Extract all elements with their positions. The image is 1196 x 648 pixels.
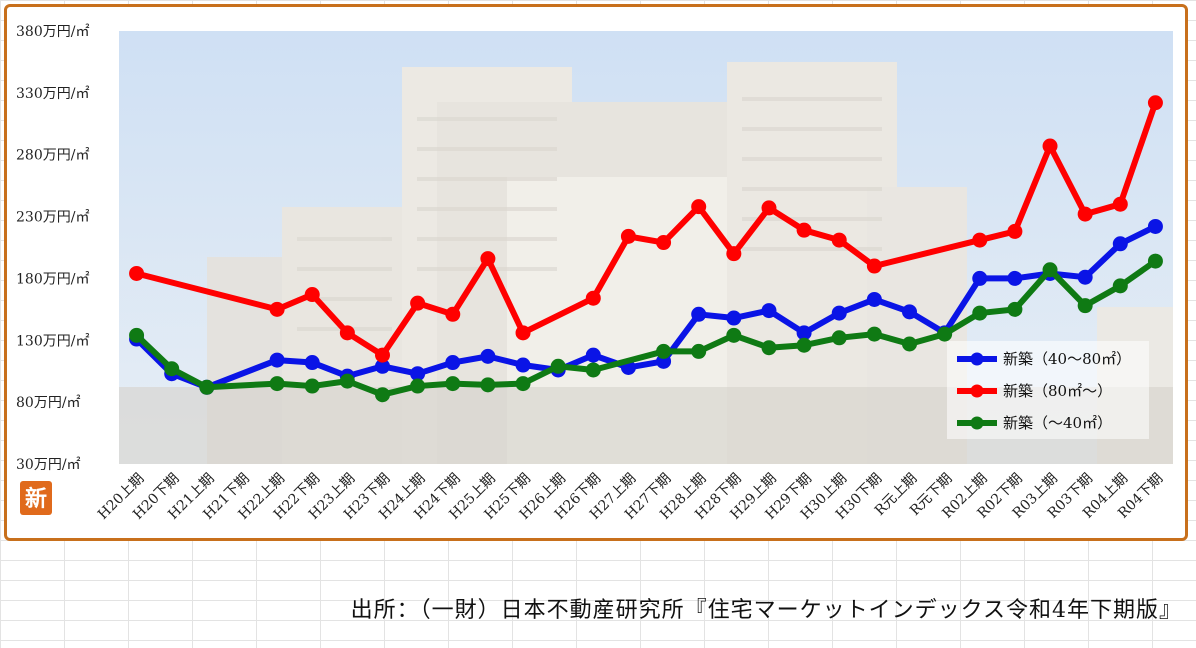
y-tick-label: 180万円/㎡	[16, 271, 89, 287]
y-tick-label: 280万円/㎡	[16, 148, 89, 164]
legend-label: 新築（40～80㎡）	[1003, 350, 1131, 368]
data-point	[1147, 253, 1163, 269]
data-point	[937, 326, 953, 342]
legend-label: 新築（～40㎡）	[1003, 414, 1112, 432]
data-point	[1112, 196, 1128, 212]
data-point	[972, 270, 988, 286]
data-point	[304, 378, 320, 394]
series-2	[129, 95, 1163, 363]
data-point	[761, 340, 777, 356]
data-point	[515, 325, 531, 341]
line-chart: 30万円/㎡ 80万円/㎡ 130万円/㎡ 180万円/㎡ 230万円/㎡ 280万円/㎡…	[16, 24, 1173, 523]
new-badge: 新	[20, 481, 52, 515]
data-point	[691, 199, 707, 215]
data-point	[866, 291, 882, 307]
data-point	[515, 357, 531, 373]
legend-swatch-marker	[970, 352, 984, 366]
data-point	[585, 362, 601, 378]
data-point	[831, 232, 847, 248]
data-point	[269, 376, 285, 392]
data-point	[656, 343, 672, 359]
data-point	[1007, 301, 1023, 317]
data-point	[1112, 236, 1128, 252]
data-point	[129, 265, 145, 281]
data-point	[375, 387, 390, 403]
data-point	[691, 343, 707, 359]
data-point	[1147, 95, 1163, 111]
data-point	[199, 379, 215, 395]
data-point	[691, 306, 707, 322]
data-point	[164, 361, 180, 377]
data-point	[831, 305, 847, 321]
data-point	[304, 355, 320, 371]
data-point	[550, 358, 566, 374]
data-point	[726, 246, 742, 262]
data-point	[480, 251, 496, 267]
data-point	[1007, 223, 1023, 239]
data-point	[620, 228, 636, 244]
data-point	[585, 347, 601, 363]
data-point	[1147, 218, 1163, 234]
y-axis: 30万円/㎡ 80万円/㎡ 130万円/㎡ 180万円/㎡ 230万円/㎡ 280万円/㎡…	[16, 24, 89, 473]
series-line	[133, 258, 1159, 398]
data-point	[410, 366, 426, 382]
data-point	[796, 325, 812, 341]
data-point	[410, 295, 426, 311]
data-point	[445, 355, 461, 371]
data-point	[269, 352, 285, 368]
data-point	[796, 222, 812, 238]
data-point	[375, 347, 390, 363]
data-point	[1112, 278, 1128, 294]
y-tick-label: 130万円/㎡	[16, 333, 89, 349]
data-point	[304, 287, 320, 303]
data-point	[972, 305, 988, 321]
data-point	[866, 258, 882, 274]
data-point	[866, 326, 882, 342]
data-point	[1077, 269, 1093, 285]
data-point	[480, 348, 496, 364]
chart-frame: 30万円/㎡ 80万円/㎡ 130万円/㎡ 180万円/㎡ 230万円/㎡ 280万円/㎡…	[4, 4, 1188, 541]
y-tick-label: 30万円/㎡	[16, 457, 81, 473]
data-point	[831, 330, 847, 346]
y-tick-label: 380万円/㎡	[16, 24, 89, 40]
data-point	[902, 336, 917, 352]
data-point	[1042, 138, 1058, 154]
legend-label: 新築（80㎡～）	[1003, 382, 1112, 400]
data-point	[445, 376, 461, 392]
data-point	[1077, 206, 1093, 222]
data-point	[480, 377, 496, 393]
data-point	[129, 327, 145, 343]
data-point	[796, 337, 812, 353]
series-3	[129, 253, 1163, 403]
data-point	[761, 200, 777, 216]
data-point	[656, 235, 672, 251]
data-point	[1077, 298, 1093, 314]
data-point	[375, 358, 390, 374]
legend-swatch-marker	[970, 416, 984, 430]
data-point	[726, 310, 742, 326]
source-citation: 出所：（一財）日本不動産研究所『住宅マーケットインデックス令和4年下期版』	[350, 598, 1182, 623]
data-point	[726, 327, 742, 343]
badge-text: 新	[25, 486, 47, 512]
legend: 新築（40～80㎡） 新築（80㎡～） 新築（～40㎡）	[947, 341, 1149, 439]
data-point	[515, 376, 531, 392]
y-tick-label: 230万円/㎡	[16, 210, 89, 226]
data-point	[269, 301, 285, 317]
data-point	[1042, 262, 1058, 278]
x-axis: H20上期H20下期H21上期H21下期H22上期H22下期H23上期H23下期…	[95, 471, 1166, 523]
series-layer	[129, 95, 1163, 403]
legend-swatch-marker	[970, 384, 984, 398]
data-point	[761, 303, 777, 319]
data-point	[445, 306, 461, 322]
data-point	[972, 232, 988, 248]
data-point	[339, 373, 355, 389]
data-point	[410, 378, 426, 394]
data-point	[1007, 270, 1023, 286]
data-point	[902, 304, 917, 320]
y-tick-label: 80万円/㎡	[16, 395, 81, 411]
data-point	[339, 325, 355, 341]
data-point	[585, 290, 601, 306]
y-tick-label: 330万円/㎡	[16, 86, 89, 102]
